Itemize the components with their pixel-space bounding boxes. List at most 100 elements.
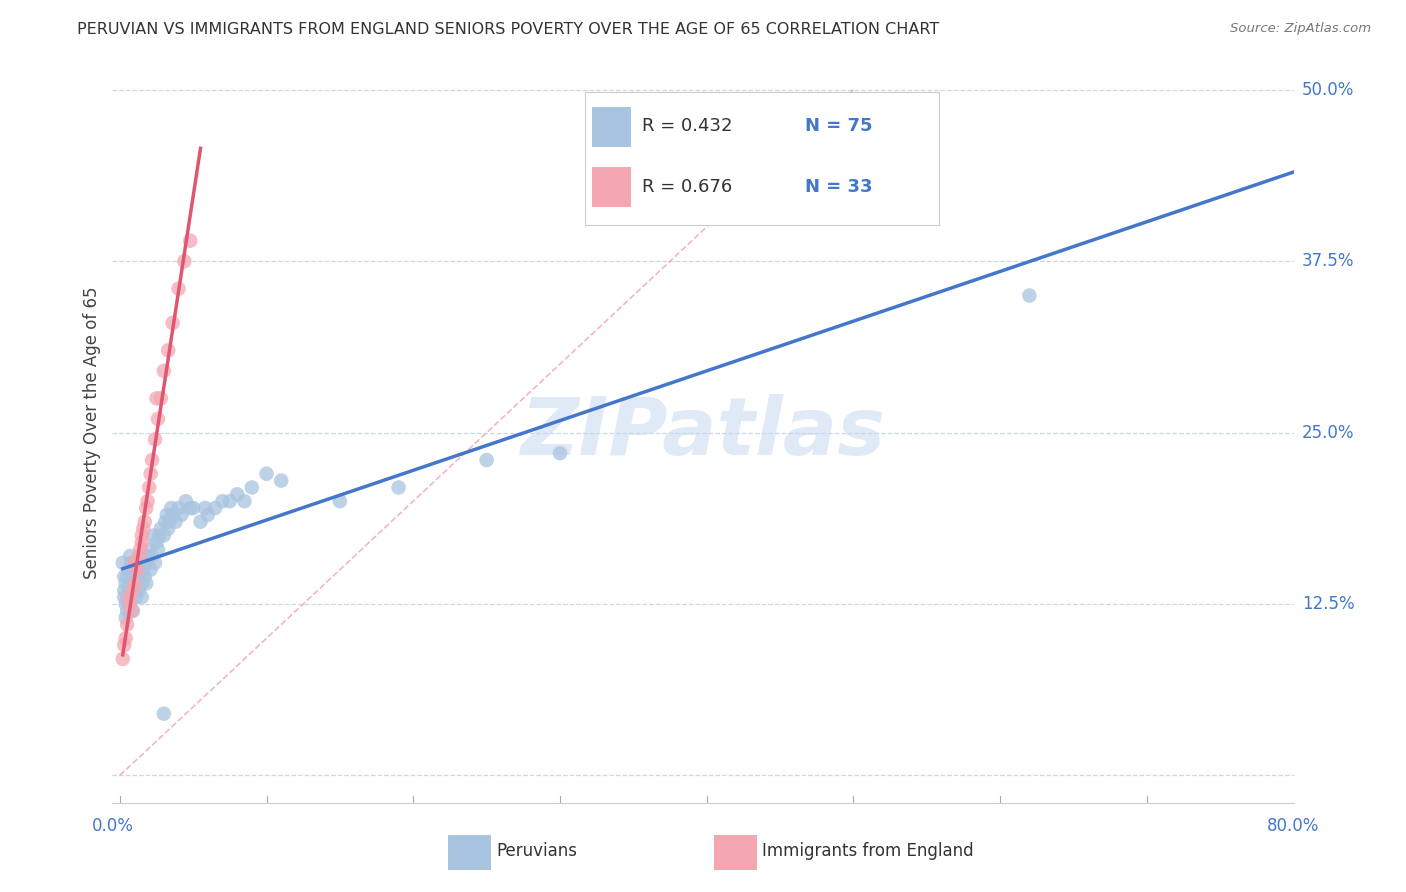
Point <box>157 343 180 358</box>
Point <box>160 501 183 516</box>
Point <box>122 576 145 591</box>
Text: 0.0%: 0.0% <box>91 816 134 835</box>
Point <box>204 501 226 516</box>
Point <box>112 569 135 583</box>
Point <box>153 706 176 721</box>
Point <box>153 528 176 542</box>
Text: 12.5%: 12.5% <box>1302 595 1354 613</box>
Point <box>132 563 155 577</box>
Point <box>129 542 152 557</box>
Point <box>139 563 162 577</box>
Text: 50.0%: 50.0% <box>1302 81 1354 99</box>
Point <box>155 515 177 529</box>
Point <box>131 528 153 542</box>
Point <box>121 604 143 618</box>
Point <box>112 583 135 598</box>
Point <box>114 632 136 646</box>
Point <box>146 412 169 426</box>
Text: ZIPatlas: ZIPatlas <box>520 393 886 472</box>
Point <box>146 542 169 557</box>
Point <box>114 610 136 624</box>
Text: Source: ZipAtlas.com: Source: ZipAtlas.com <box>1230 22 1371 36</box>
Point <box>117 583 139 598</box>
Point <box>142 528 165 542</box>
Point <box>135 501 157 516</box>
Point <box>141 453 163 467</box>
Point <box>173 254 195 268</box>
Point <box>111 652 134 666</box>
Y-axis label: Seniors Poverty Over the Age of 65: Seniors Poverty Over the Age of 65 <box>83 286 101 579</box>
Point <box>127 563 149 577</box>
Point <box>226 487 249 501</box>
Point <box>134 515 156 529</box>
Point <box>143 556 166 570</box>
Point <box>170 508 193 522</box>
Point <box>174 494 197 508</box>
Point <box>128 569 150 583</box>
Point <box>120 549 142 563</box>
Point <box>122 604 145 618</box>
Point <box>211 494 233 508</box>
Point <box>329 494 352 508</box>
Point <box>125 590 148 604</box>
Point <box>159 515 181 529</box>
Point <box>135 576 157 591</box>
Point <box>240 480 263 494</box>
Point <box>131 535 153 549</box>
Point <box>112 638 135 652</box>
Point <box>197 508 219 522</box>
Point <box>136 494 159 508</box>
Point <box>256 467 278 481</box>
Point <box>548 446 571 460</box>
Point <box>145 392 167 406</box>
Point <box>112 590 135 604</box>
Point <box>121 556 143 570</box>
Point <box>139 467 162 481</box>
Point <box>131 590 153 604</box>
Point <box>143 433 166 447</box>
Point <box>138 480 160 494</box>
Point <box>111 556 134 570</box>
Point <box>124 583 146 598</box>
Point <box>145 535 167 549</box>
Point <box>115 617 138 632</box>
Point <box>120 597 142 611</box>
Text: 25.0%: 25.0% <box>1302 424 1354 442</box>
Point <box>194 501 217 516</box>
Point <box>167 501 190 516</box>
Point <box>132 522 155 536</box>
Point <box>162 316 184 330</box>
Point <box>141 549 163 563</box>
Point <box>125 569 148 583</box>
Point <box>167 282 190 296</box>
Point <box>1018 288 1040 302</box>
Point <box>179 501 201 516</box>
Point <box>115 590 138 604</box>
Point <box>127 576 149 591</box>
Point <box>233 494 256 508</box>
Point <box>128 583 150 598</box>
Point <box>124 556 146 570</box>
Point <box>117 563 139 577</box>
Point <box>138 542 160 557</box>
Point <box>156 508 179 522</box>
Point <box>387 480 409 494</box>
Point <box>120 597 142 611</box>
Point <box>120 576 142 591</box>
Point <box>117 590 139 604</box>
Text: 37.5%: 37.5% <box>1302 252 1354 270</box>
Point <box>115 604 138 618</box>
Point <box>135 549 157 563</box>
Point <box>114 597 136 611</box>
Point <box>179 234 201 248</box>
Point <box>153 364 176 378</box>
Point <box>128 549 150 563</box>
Point <box>122 583 145 598</box>
Text: 80.0%: 80.0% <box>1267 816 1320 835</box>
Point <box>127 563 149 577</box>
Point <box>157 522 180 536</box>
Point <box>218 494 240 508</box>
Point <box>124 576 146 591</box>
Point <box>121 583 143 598</box>
Point <box>125 556 148 570</box>
